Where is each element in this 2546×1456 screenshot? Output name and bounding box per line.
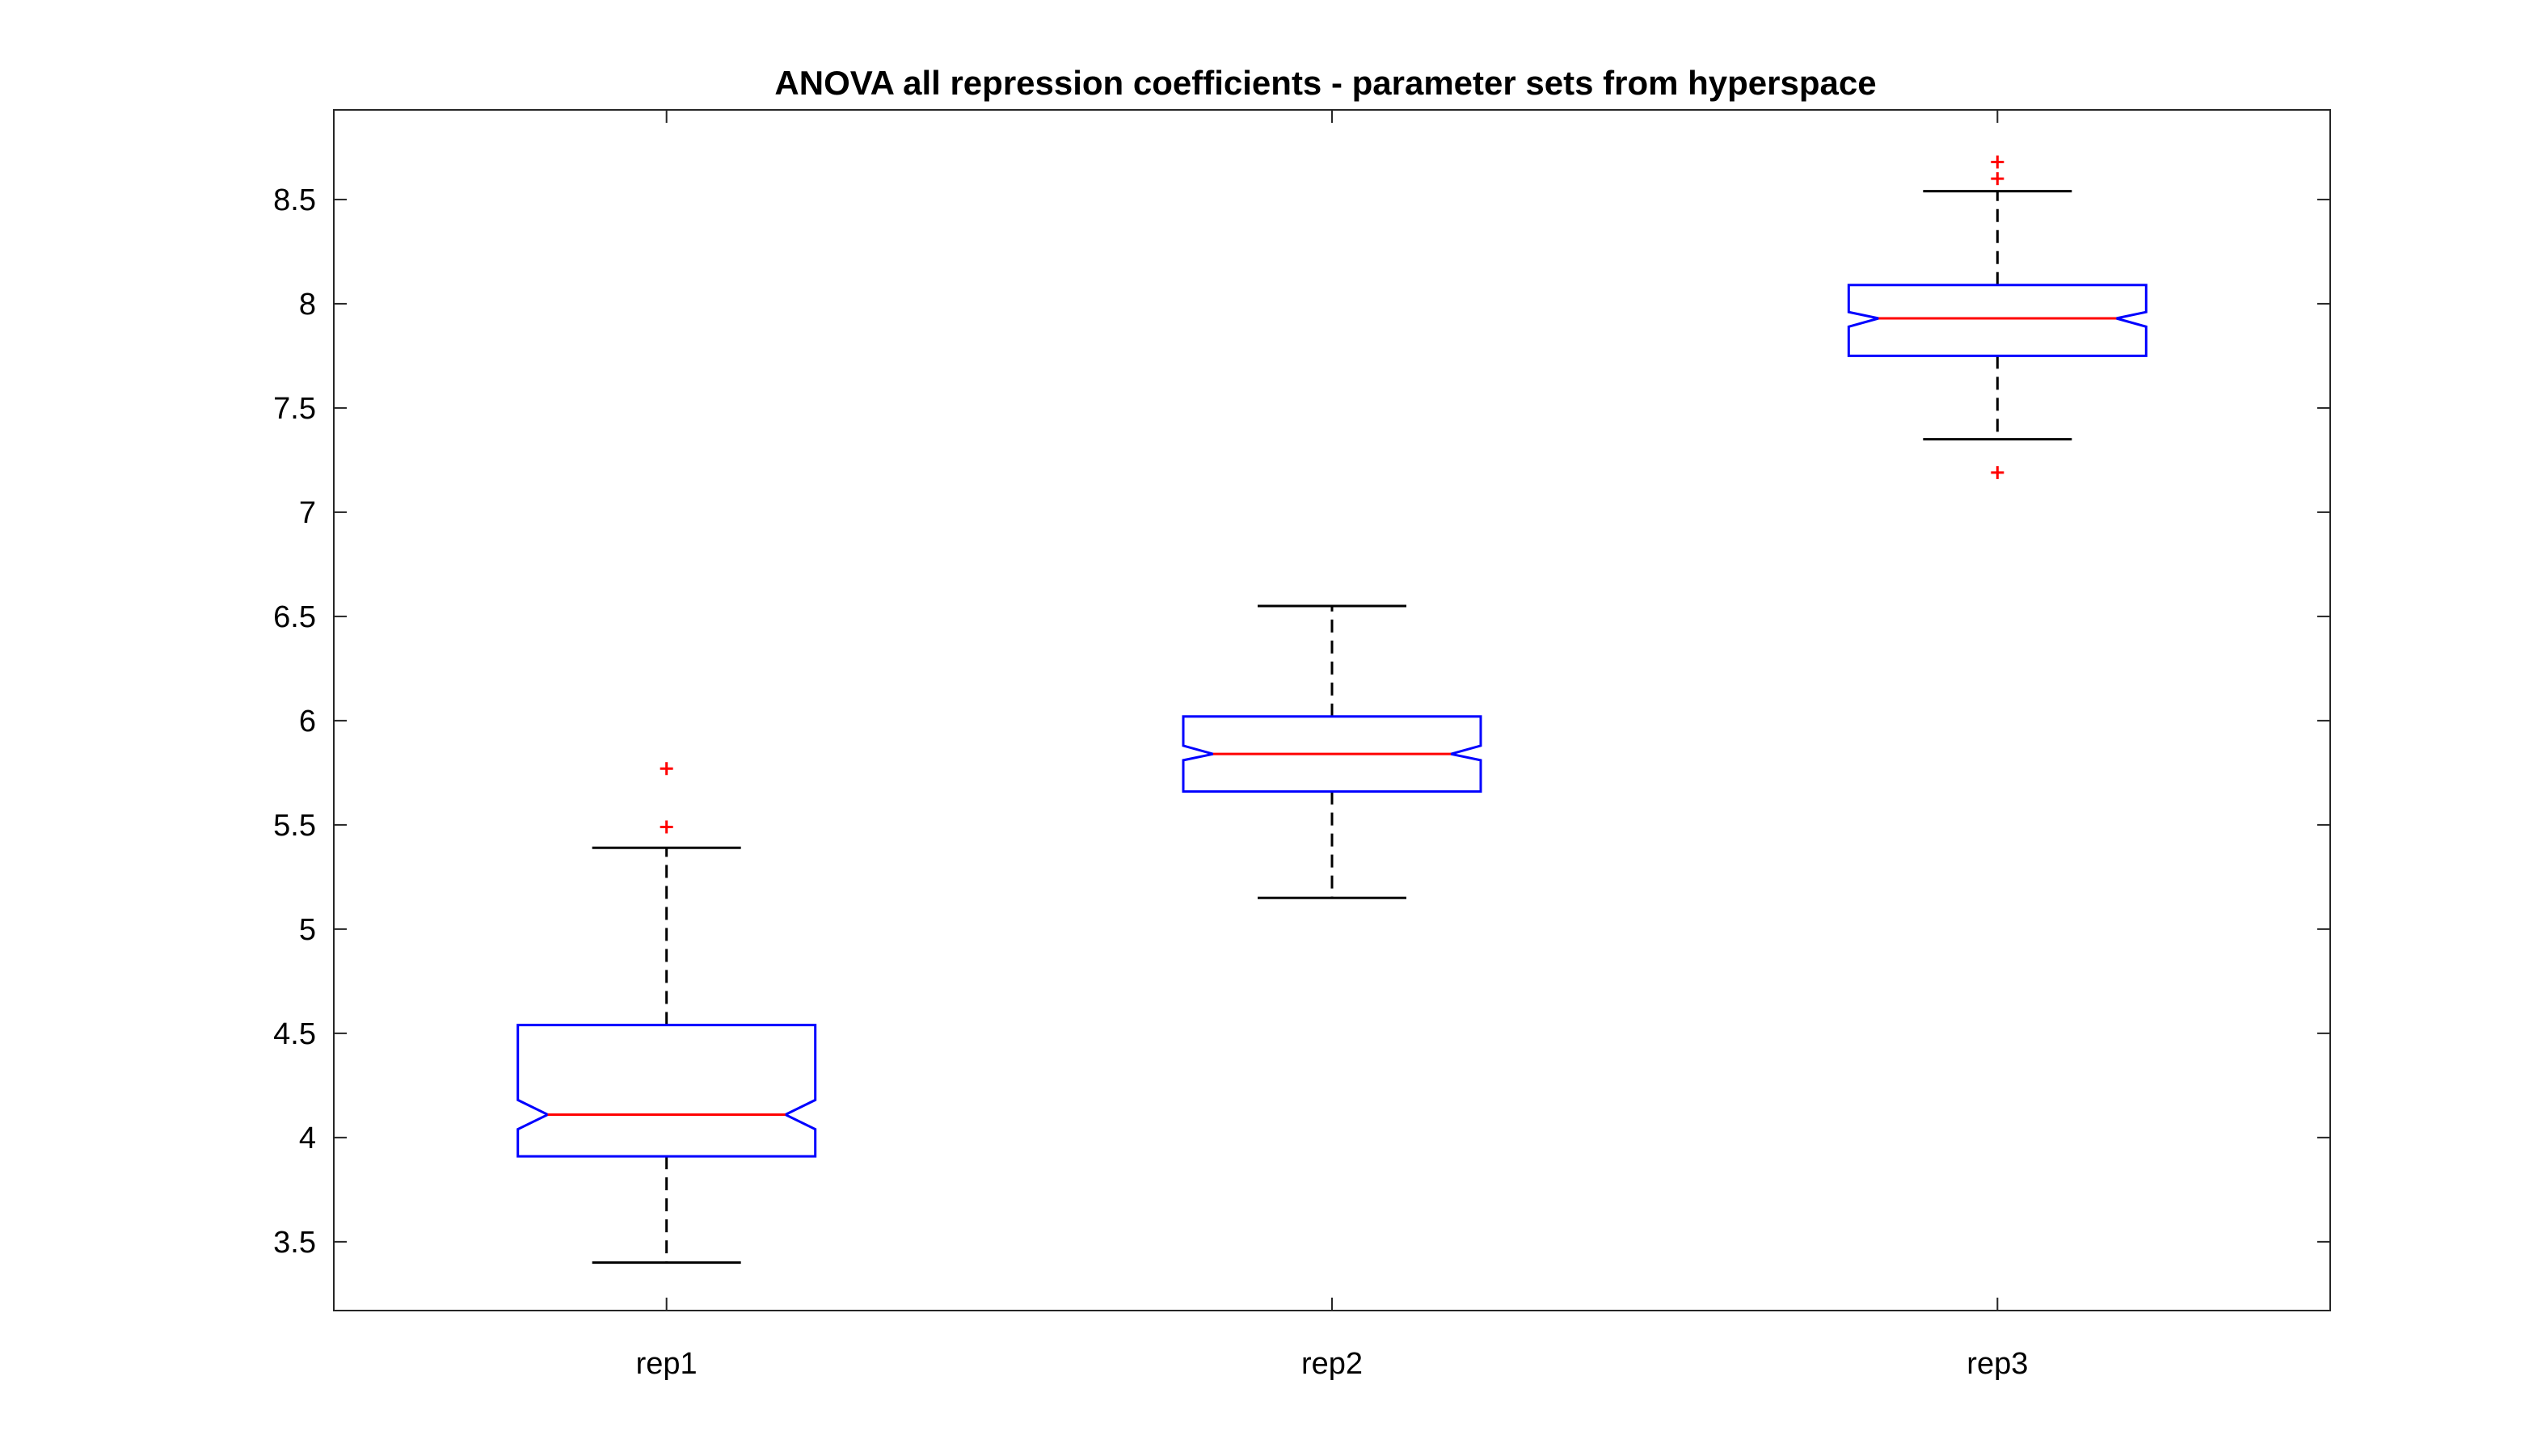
y-tick-label: 5.5 (273, 809, 316, 843)
box-rep2 (1182, 604, 1482, 899)
chart-title: ANOVA all repression coefficients - para… (774, 64, 1876, 102)
x-tick-label-rep1: rep1 (636, 1347, 698, 1381)
y-tick-label: 8 (299, 288, 316, 322)
x-tick-label-rep2: rep2 (1301, 1347, 1363, 1381)
y-tick-label: 4.5 (273, 1017, 316, 1051)
notched-box (516, 1024, 817, 1158)
y-tick-label: 7 (299, 496, 316, 530)
outlier-marker (660, 762, 673, 776)
box-rep3 (1847, 155, 2148, 479)
outlier-marker (1991, 172, 2004, 186)
notched-box (1847, 284, 2148, 357)
outlier-marker (1991, 465, 2004, 479)
y-tick-label: 7.5 (273, 392, 316, 426)
y-tick-label: 6.5 (273, 600, 316, 634)
box-rep1 (516, 762, 817, 1265)
outlier-marker (660, 820, 673, 834)
y-tick-label: 8.5 (273, 183, 316, 217)
y-tick-label: 4 (299, 1121, 316, 1155)
y-tick-label: 5 (299, 913, 316, 947)
axis-ticks (334, 110, 2330, 1311)
outlier-marker (1991, 155, 2004, 169)
y-axis-tick-labels: 3.5 4 4.5 5 5.5 6 6.5 7 7.5 8 8.5 (273, 183, 316, 1260)
box-series (516, 155, 2148, 1265)
y-tick-label: 6 (299, 705, 316, 739)
x-tick-label-rep3: rep3 (1966, 1347, 2028, 1381)
y-tick-label: 3.5 (273, 1226, 316, 1260)
x-axis-tick-labels: rep1 rep2 rep3 (636, 1347, 2029, 1381)
